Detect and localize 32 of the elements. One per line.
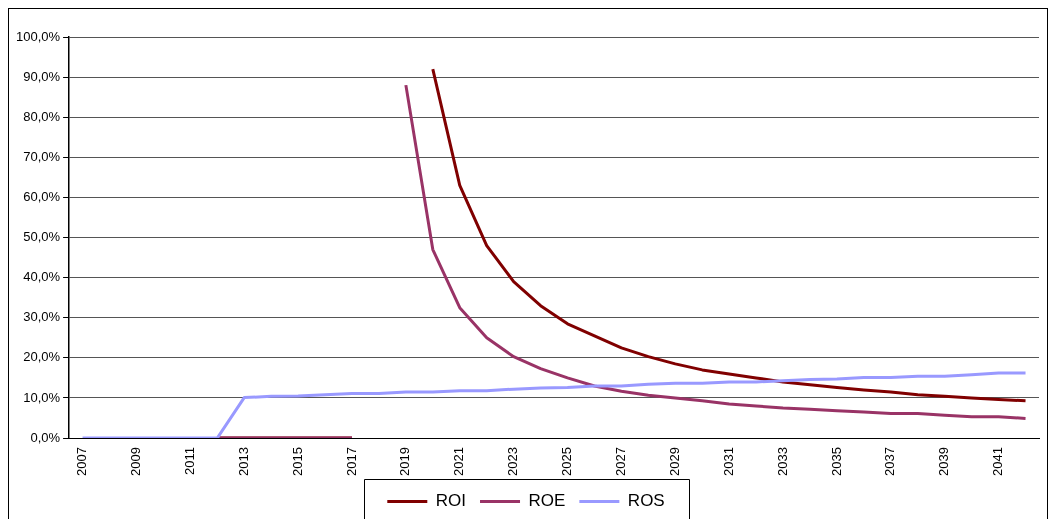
y-tick-label: 100,0% [16,28,61,44]
x-tick-label: 2033 [774,447,790,476]
y-tick-label: 50,0% [23,229,61,245]
y-tick-label: 60,0% [23,189,61,205]
x-tick-label: 2025 [559,447,575,476]
x-tick-label: 2011 [181,447,197,476]
x-tick-label: 2027 [612,447,628,476]
x-tick-label: 2029 [666,447,682,476]
legend-label: ROE [528,491,566,511]
x-tick-label: 2039 [936,447,952,476]
x-tick-label: 2035 [828,447,844,476]
legend-label: ROI [435,491,467,511]
y-tick-label: 20,0% [23,349,61,365]
x-tick-label: 2023 [505,447,521,476]
x-tick-label: 2019 [397,447,413,476]
y-tick-label: 70,0% [23,148,61,164]
x-tick-label: 2041 [990,447,1006,476]
y-tick-label: 10,0% [23,389,61,405]
x-tick-label: 2017 [343,447,359,476]
y-tick-label: 0,0% [30,429,61,445]
x-tick-label: 2007 [74,447,90,476]
y-tick-label: 90,0% [23,68,61,84]
x-tick-label: 2037 [882,447,898,476]
x-tick-label: 2013 [235,447,251,476]
y-tick-label: 40,0% [23,269,61,285]
y-tick-label: 80,0% [23,108,61,124]
x-tick-label: 2021 [451,447,467,476]
x-tick-label: 2009 [128,447,144,476]
y-tick-label: 30,0% [23,309,61,325]
legend-label: ROS [627,491,665,511]
x-tick-label: 2031 [720,447,736,476]
x-tick-label: 2015 [289,447,305,476]
